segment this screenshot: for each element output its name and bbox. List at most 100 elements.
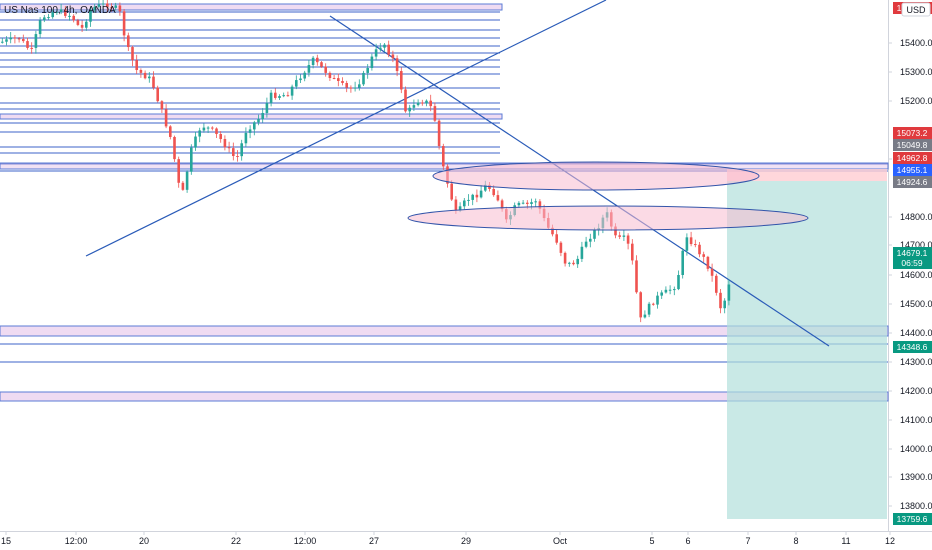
candle-body: [34, 34, 38, 48]
usd-label: USD: [906, 5, 926, 15]
candle-body: [80, 24, 84, 28]
candle-body: [17, 38, 21, 40]
candle-body: [635, 260, 638, 293]
candle-body: [521, 202, 525, 204]
candle-body: [68, 15, 71, 17]
candle-body: [110, 7, 113, 9]
candle-body: [232, 148, 235, 156]
candle-body: [55, 11, 59, 13]
target-area[interactable]: [727, 181, 887, 519]
candle-body: [286, 95, 290, 97]
ellipse-upper[interactable]: [432, 161, 760, 191]
price-badge-bottom[interactable]: 13759.6: [893, 513, 932, 525]
time-tick-label: 8: [793, 536, 798, 546]
zone-14190[interactable]: [0, 391, 889, 402]
candle-body: [685, 237, 689, 251]
candle-body: [715, 275, 718, 293]
candle-body: [30, 47, 33, 49]
candle-body: [5, 39, 8, 42]
time-tick-label: 12:00: [294, 536, 317, 546]
candle-body: [563, 252, 567, 264]
candle-body: [248, 129, 252, 133]
candle-body: [282, 95, 285, 97]
candle-body: [668, 289, 672, 291]
candle-body: [114, 5, 117, 8]
candle-body: [463, 200, 466, 207]
candle-body: [64, 9, 67, 16]
zone-14400[interactable]: [0, 325, 889, 337]
candle-body: [156, 87, 159, 102]
candle-body: [689, 237, 693, 245]
candle-body: [13, 37, 17, 39]
candle-body: [631, 243, 634, 261]
candle-body: [416, 102, 420, 106]
candle-body: [190, 147, 193, 172]
ellipse-lower[interactable]: [407, 205, 809, 231]
price-badge-b6[interactable]: 14348.6: [893, 341, 932, 353]
price-badge-b2[interactable]: 15049.8: [893, 139, 932, 151]
time-tick-label: 5: [649, 536, 654, 546]
price-tick-label: 14100.0: [900, 415, 932, 425]
price-badge-b1[interactable]: 15073.2: [893, 127, 932, 139]
candle-body: [240, 143, 243, 157]
price-tick-label: 14400.0: [900, 328, 932, 338]
candle-body: [43, 17, 46, 21]
time-tick-label: Oct: [553, 536, 568, 546]
time-tick-label: 6: [685, 536, 690, 546]
price-tick-label: 13800.0: [900, 501, 932, 511]
price-badge-b4[interactable]: 14955.1: [893, 164, 932, 176]
price-badge-text: 06:59: [901, 258, 923, 268]
candle-body: [278, 96, 281, 98]
candle-body: [303, 72, 306, 79]
candle-body: [429, 100, 432, 107]
candle-body: [236, 155, 239, 157]
candle-body: [164, 109, 168, 127]
candle-body: [244, 132, 248, 144]
usd-toggle-button[interactable]: USD: [901, 2, 931, 17]
price-badge-countdown[interactable]: 06:59: [893, 258, 932, 269]
price-tick-label: 15300.0: [900, 67, 932, 77]
candle-body: [89, 9, 92, 22]
candle-body: [412, 105, 416, 108]
price-badge-b5[interactable]: 14924.6: [893, 176, 932, 188]
candle-body: [345, 82, 348, 88]
candle-body: [177, 159, 180, 183]
candle-body: [374, 49, 378, 57]
candle-body: [173, 136, 176, 160]
candle-body: [559, 242, 563, 253]
price-tick-label: 14700.0: [900, 240, 932, 250]
candle-body: [517, 202, 521, 206]
candle-body: [223, 139, 227, 148]
zone-15560[interactable]: [0, 3, 503, 11]
time-tick-label: 11: [841, 536, 850, 546]
price-tick-label: 15200.0: [900, 96, 932, 106]
zone-15150[interactable]: [0, 113, 503, 120]
candle-body: [227, 147, 231, 149]
candle-body: [118, 5, 122, 12]
candle-body: [143, 72, 147, 79]
candle-body: [366, 68, 369, 73]
candle-body: [458, 206, 462, 211]
price-badge-last[interactable]: 14679.1: [893, 247, 932, 259]
price-badge-b3[interactable]: 14962.8: [893, 152, 932, 164]
candle-body: [257, 119, 260, 123]
candle-body: [568, 262, 571, 264]
candle-body: [93, 6, 96, 10]
candle-body: [639, 292, 642, 318]
candle-body: [660, 292, 663, 296]
time-tick-label: 7: [745, 536, 750, 546]
candle-body: [269, 92, 273, 104]
candle-body: [316, 57, 319, 63]
candle-body: [471, 194, 474, 200]
long-position-tool[interactable]: [727, 169, 887, 519]
ascending-trendline[interactable]: [85, 0, 607, 257]
stop-area[interactable]: [727, 169, 887, 181]
candle-body: [618, 235, 621, 237]
candle-body: [211, 127, 214, 129]
price-tick-label: 14600.0: [900, 270, 932, 280]
candle-body: [274, 92, 277, 98]
price-badge-text: 14924.6: [897, 177, 928, 187]
candle-body: [160, 101, 164, 110]
time-axis[interactable]: 15 12:00 20 22 12:00 27 29 Oct 5 6 7 8 11 12: [0, 531, 932, 546]
